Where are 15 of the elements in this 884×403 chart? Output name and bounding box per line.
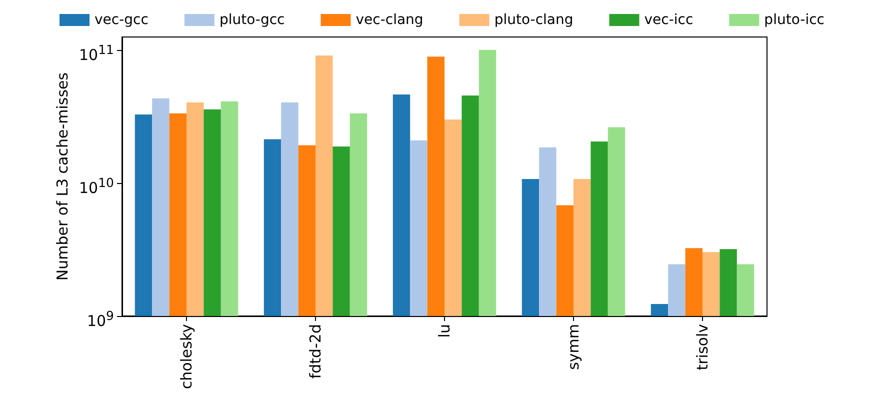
x-tick-label: fdtd-2d	[306, 324, 324, 379]
y-axis-title: Number of L3 cache-misses	[54, 72, 72, 281]
legend-label: pluto-icc	[764, 12, 824, 28]
legend-label: vec-clang	[356, 12, 424, 28]
y-tick-label: 10$^{10}$	[79, 174, 114, 198]
legend-label: pluto-clang	[494, 12, 574, 28]
y-tick-label: 10$^{11}$	[79, 40, 114, 65]
x-tick-label: cholesky	[178, 324, 196, 390]
legend-label: vec-icc	[644, 12, 694, 28]
x-tick-label: symm	[564, 324, 582, 370]
x-tick-label: lu	[436, 324, 454, 338]
legend-label: vec-gcc	[94, 12, 148, 28]
legend-label: pluto-gcc	[219, 12, 285, 28]
y-tick-label: 10$^{9}$	[86, 307, 114, 331]
x-tick-label: trisolv	[694, 324, 712, 370]
